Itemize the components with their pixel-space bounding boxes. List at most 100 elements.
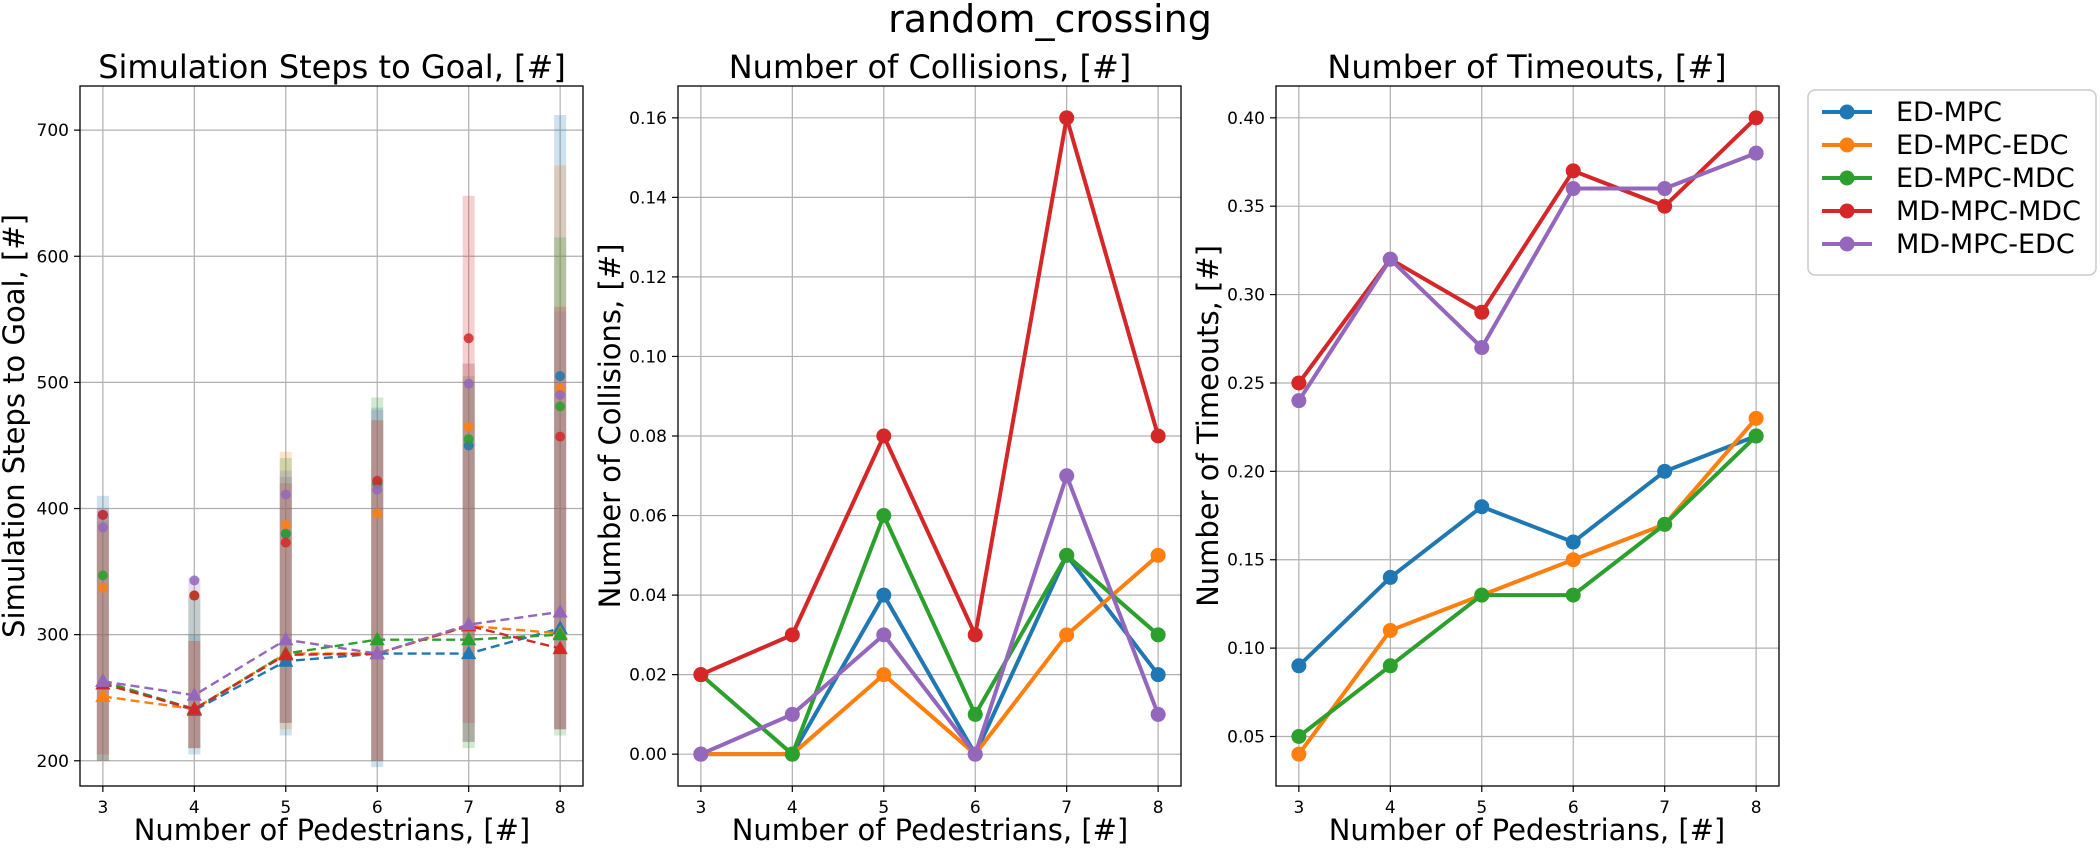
data-point-triangle xyxy=(186,701,202,715)
data-point xyxy=(1565,587,1581,603)
max-point xyxy=(463,421,474,432)
panel-steps-to-goal: Simulation Steps to Goal, [#] Number of … xyxy=(0,48,584,847)
data-point xyxy=(1059,547,1075,563)
data-point xyxy=(693,667,709,683)
panel-title: Simulation Steps to Goal, [#] xyxy=(98,48,566,86)
data-point xyxy=(876,667,892,683)
max-point xyxy=(372,484,383,495)
max-point xyxy=(280,528,291,539)
data-point xyxy=(876,587,892,603)
x-tick-label: 3 xyxy=(97,798,108,818)
data-point-triangle xyxy=(278,646,294,661)
data-point-triangle xyxy=(461,645,477,660)
y-tick-label: 0.05 xyxy=(1227,728,1265,748)
data-point xyxy=(784,706,800,722)
data-point xyxy=(1657,463,1673,479)
panel-title: Number of Collisions, [#] xyxy=(729,48,1132,86)
max-point xyxy=(463,378,474,389)
max-point xyxy=(555,390,566,401)
data-point xyxy=(1565,552,1581,568)
legend-swatch-marker xyxy=(1839,203,1855,219)
max-point xyxy=(280,537,291,548)
x-tick-label: 3 xyxy=(1293,798,1304,818)
data-point-triangle xyxy=(552,603,568,618)
y-tick-label: 0.40 xyxy=(1227,109,1265,129)
data-point xyxy=(1748,145,1764,161)
x-tick-label: 8 xyxy=(555,798,566,818)
max-point xyxy=(372,475,383,486)
data-point-triangle xyxy=(95,688,111,703)
x-tick-label: 5 xyxy=(878,798,889,818)
legend-swatch-marker xyxy=(1839,137,1855,153)
data-point xyxy=(1565,181,1581,197)
data-point xyxy=(1150,428,1166,444)
x-axis-label: Number of Pedestrians, [#] xyxy=(1329,813,1726,847)
legend-label: ED-MPC-EDC xyxy=(1896,130,2068,161)
data-point-triangle xyxy=(186,687,202,701)
panel-collisions: Number of Collisions, [#] Number of Pede… xyxy=(593,48,1182,847)
data-point xyxy=(1565,534,1581,550)
max-point xyxy=(280,489,291,500)
data-point xyxy=(1291,375,1307,391)
x-tick-label: 6 xyxy=(970,798,981,818)
x-tick-label: 7 xyxy=(1061,798,1072,818)
max-point xyxy=(280,519,291,530)
max-point xyxy=(97,570,108,581)
max-point xyxy=(555,431,566,442)
data-point xyxy=(1150,706,1166,722)
y-tick-label: 0.14 xyxy=(629,188,667,208)
data-point xyxy=(1382,658,1398,674)
max-point xyxy=(555,401,566,412)
x-tick-label: 6 xyxy=(1568,798,1579,818)
data-point-triangle xyxy=(278,631,294,646)
y-tick-label: 200 xyxy=(37,752,69,772)
x-tick-label: 4 xyxy=(189,798,200,818)
data-point xyxy=(1657,198,1673,214)
legend: ED-MPCED-MPC-EDCED-MPC-MDCMD-MPC-MDCMD-M… xyxy=(1807,89,2097,276)
series-line xyxy=(102,610,561,697)
series-line xyxy=(102,624,561,711)
series-line xyxy=(699,513,1160,757)
legend-swatch-marker xyxy=(1839,170,1855,186)
y-tick-label: 0.25 xyxy=(1227,374,1265,394)
data-point xyxy=(1657,516,1673,532)
max-point xyxy=(97,522,108,533)
x-tick-label: 8 xyxy=(1153,798,1164,818)
y-tick-label: 0.04 xyxy=(629,586,667,606)
x-tick-label: 7 xyxy=(463,798,474,818)
panel-title: Number of Timeouts, [#] xyxy=(1327,48,1726,86)
y-tick-label: 0.35 xyxy=(1227,197,1265,217)
x-tick-label: 5 xyxy=(1476,798,1487,818)
series-line xyxy=(1297,434,1758,739)
data-point xyxy=(1748,110,1764,126)
y-tick-label: 400 xyxy=(37,500,69,520)
data-point xyxy=(784,627,800,643)
data-point xyxy=(1382,622,1398,638)
max-point xyxy=(97,582,108,593)
x-axis-label: Number of Pedestrians, [#] xyxy=(732,813,1129,847)
max-point xyxy=(555,371,566,382)
data-point xyxy=(967,706,983,722)
legend-label: ED-MPC-MDC xyxy=(1896,163,2075,194)
legend-swatch-marker xyxy=(1839,104,1855,120)
data-point xyxy=(1474,304,1490,320)
data-point xyxy=(1291,729,1307,745)
panel-timeouts: Number of Timeouts, [#] Number of Pedest… xyxy=(1191,48,1780,847)
series-line xyxy=(700,115,1161,677)
series-line xyxy=(1297,434,1757,668)
series-line xyxy=(700,553,1160,757)
max-point xyxy=(463,333,474,344)
x-tick-label: 3 xyxy=(695,798,706,818)
plot-area: 3 4 5 6 7 8 0.05 0.10 0.15 0.20 0.25 0.30 0.35 0.40 xyxy=(1227,85,1780,818)
data-point xyxy=(1150,547,1166,563)
legend-box xyxy=(1807,89,2097,276)
plot-area: 3 4 5 6 7 8 0.00 0.02 0.04 0.06 0.08 0.10 0.12 0.14 0.… xyxy=(629,85,1182,818)
y-tick-label: 300 xyxy=(37,626,69,646)
data-point xyxy=(693,746,709,762)
data-point xyxy=(967,627,983,643)
data-point xyxy=(1150,627,1166,643)
legend-swatch-marker xyxy=(1839,236,1855,252)
legend-label: ED-MPC xyxy=(1896,97,2002,128)
data-point xyxy=(1474,340,1490,356)
